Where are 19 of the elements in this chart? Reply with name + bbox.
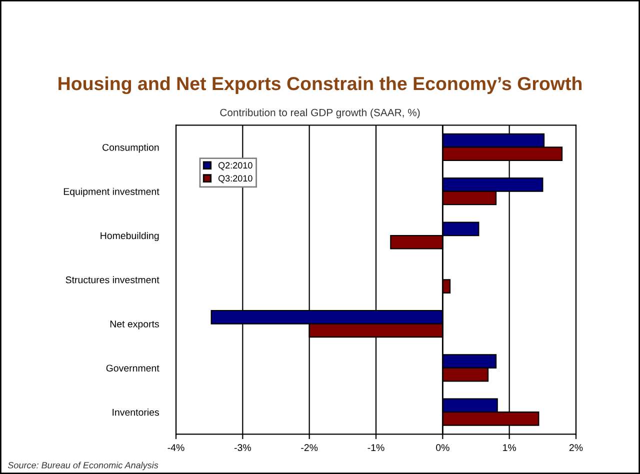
y-tick-label: Government bbox=[106, 364, 160, 372]
y-tick-label: Structures investment bbox=[66, 276, 160, 284]
x-tick-label: -1% bbox=[368, 444, 384, 452]
source-note: Source: Bureau of Economic Analysis bbox=[8, 462, 158, 470]
y-tick-label: Net exports bbox=[110, 320, 159, 330]
x-tick-label: -2% bbox=[301, 444, 318, 452]
y-tick-label: Homebuilding bbox=[100, 232, 159, 242]
y-tick-label: Consumption bbox=[102, 144, 159, 153]
y-tick-label: Equipment investment bbox=[64, 188, 160, 197]
y-tick-label: Inventories bbox=[112, 408, 159, 416]
x-tick-label: 1% bbox=[503, 444, 516, 452]
chart-title: Housing and Net Exports Constrain the Economy’s Growth bbox=[58, 76, 582, 94]
legend-label: Q3:2010 bbox=[218, 175, 252, 184]
x-tick-label: 2% bbox=[569, 444, 583, 452]
x-tick-label: 0% bbox=[436, 444, 450, 452]
chart-subtitle: Contribution to real GDP growth (SAAR, %) bbox=[220, 108, 420, 118]
x-tick-label: -3% bbox=[234, 444, 251, 452]
x-tick-label: -4% bbox=[168, 444, 184, 452]
legend-label: Q2:2010 bbox=[218, 162, 252, 170]
